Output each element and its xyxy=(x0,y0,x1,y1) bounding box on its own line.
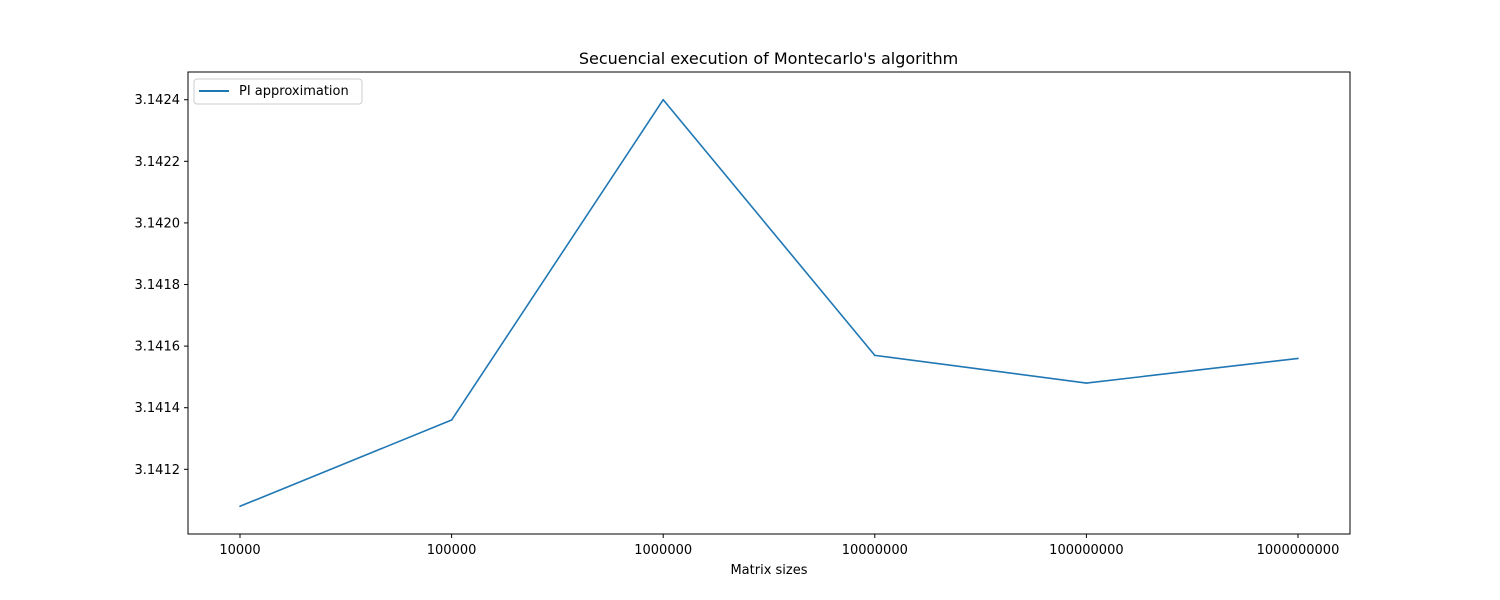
x-tick-label: 10000000 xyxy=(842,543,908,558)
y-tick-label: 3.1412 xyxy=(135,463,181,478)
x-tick-label: 1000000 xyxy=(634,543,692,558)
legend-label: PI approximation xyxy=(239,84,349,99)
data-point xyxy=(239,505,241,508)
y-axis-ticks: 3.1412 3.1414 3.1416 3.1418 3.1420 3.1422 3.14… xyxy=(135,93,188,478)
series-line xyxy=(239,98,1299,508)
data-point xyxy=(874,354,876,357)
legend-box xyxy=(193,78,363,105)
y-tick-label: 3.1422 xyxy=(135,155,181,170)
series-layer xyxy=(239,98,1299,508)
y-tick-label: 3.1424 xyxy=(135,93,181,108)
x-tick-label: 100000000 xyxy=(1049,543,1123,558)
x-tick-label: 10000 xyxy=(219,543,260,558)
y-tick-label: 3.1414 xyxy=(135,401,181,416)
data-point xyxy=(1297,357,1299,360)
chart-title: Secuencial execution of Montecarlo's alg… xyxy=(579,49,958,68)
y-tick-label: 3.1418 xyxy=(135,278,181,293)
x-axis-ticks: 10000 100000 1000000 10000000 100000000 10000… xyxy=(219,534,1339,558)
x-tick-label: 100000 xyxy=(427,543,477,558)
legend: PI approximation xyxy=(193,78,363,105)
data-point xyxy=(450,419,453,421)
plot-area xyxy=(187,71,1351,535)
x-axis-label: Matrix sizes xyxy=(730,563,807,578)
x-tick-label: 1000000000 xyxy=(1257,543,1340,558)
y-tick-label: 3.1420 xyxy=(135,216,181,231)
y-tick-label: 3.1416 xyxy=(135,340,181,355)
data-point xyxy=(662,98,664,101)
data-point xyxy=(1085,382,1088,384)
